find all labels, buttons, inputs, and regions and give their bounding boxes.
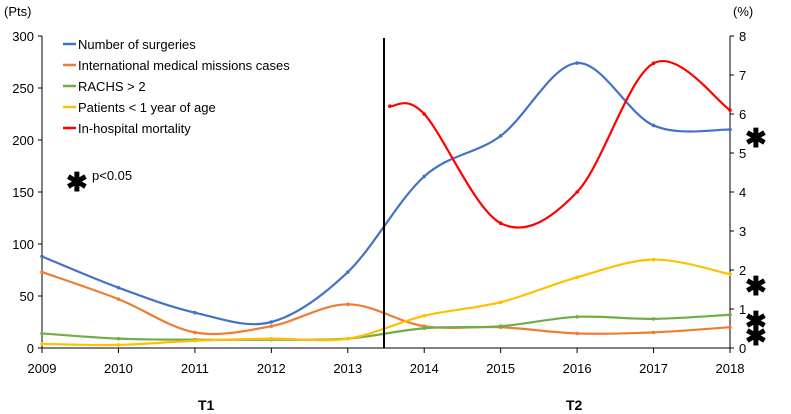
data-point-patients-1-year-of-age — [40, 342, 44, 346]
series-line-international-medical-missions-cases — [41, 271, 731, 336]
data-point-number-of-surgeries — [575, 61, 579, 65]
data-point-in-hospital-mortality — [728, 108, 732, 112]
left-tick-label: 0 — [27, 341, 34, 356]
legend-label: Patients < 1 year of age — [78, 100, 216, 115]
data-point-international-medical-missions-cases — [345, 302, 350, 307]
series-line-number-of-surgeries — [41, 61, 731, 326]
data-point-number-of-surgeries — [728, 127, 732, 132]
right-tick-label: 6 — [739, 107, 746, 122]
period-label-t2: T2 — [566, 397, 583, 413]
right-tick-label: 2 — [739, 263, 746, 278]
x-tick-label: 2018 — [716, 361, 745, 376]
x-tick-label: 2009 — [28, 361, 57, 376]
data-point-number-of-surgeries — [651, 123, 656, 128]
left-axis-ticks: 0 50 100 150 200 250 300 — [12, 29, 42, 356]
data-point-patients-1-year-of-age — [116, 343, 121, 347]
data-point-in-hospital-mortality — [422, 112, 427, 116]
significance-star: ✱ — [745, 271, 767, 301]
left-tick-label: 100 — [12, 237, 34, 252]
data-point-rachs-2 — [498, 324, 503, 328]
legend-label: Number of surgeries — [78, 37, 196, 52]
data-point-rachs-2 — [651, 317, 656, 321]
data-point-patients-1-year-of-age — [345, 336, 350, 341]
data-point-rachs-2 — [116, 336, 121, 341]
legend-label: International medical missions cases — [78, 58, 290, 73]
left-tick-label: 200 — [12, 133, 34, 148]
significance-note-star: ✱ — [66, 167, 88, 197]
significance-markers: ✱✱✱✱ — [745, 123, 767, 351]
left-tick-label: 300 — [12, 29, 34, 44]
data-point-patients-1-year-of-age — [728, 272, 732, 276]
data-point-rachs-2 — [575, 315, 579, 319]
data-point-in-hospital-mortality — [575, 190, 579, 194]
period-label-t1: T1 — [198, 397, 215, 413]
significance-note: p<0.05 — [92, 168, 132, 183]
left-axis-unit: (Pts) — [4, 4, 31, 19]
right-tick-label: 1 — [739, 302, 746, 317]
data-point-rachs-2 — [422, 326, 427, 331]
right-tick-label: 7 — [739, 68, 746, 83]
right-tick-label: 0 — [739, 341, 746, 356]
x-tick-label: 2012 — [257, 361, 286, 376]
data-point-number-of-surgeries — [269, 320, 274, 324]
data-point-in-hospital-mortality — [498, 221, 503, 225]
left-tick-label: 250 — [12, 81, 34, 96]
right-tick-label: 8 — [739, 29, 746, 44]
data-point-patients-1-year-of-age — [575, 275, 579, 280]
x-tick-label: 2016 — [563, 361, 592, 376]
data-point-international-medical-missions-cases — [269, 324, 274, 328]
significance-star: ✱ — [745, 306, 767, 336]
data-point-international-medical-missions-cases — [728, 325, 732, 330]
data-point-international-medical-missions-cases — [193, 330, 197, 335]
series-lines — [40, 60, 732, 347]
left-tick-label: 50 — [20, 289, 34, 304]
data-point-patients-1-year-of-age — [422, 313, 427, 318]
right-tick-label: 3 — [739, 224, 746, 239]
data-point-patients-1-year-of-age — [651, 257, 656, 262]
significance-star: ✱ — [745, 321, 767, 351]
legend-label: RACHS > 2 — [78, 79, 146, 94]
data-point-international-medical-missions-cases — [651, 330, 656, 335]
data-point-number-of-surgeries — [422, 174, 427, 179]
x-tick-label: 2011 — [181, 361, 209, 376]
data-point-rachs-2 — [728, 312, 732, 317]
data-point-in-hospital-mortality — [388, 104, 392, 108]
data-point-international-medical-missions-cases — [40, 270, 44, 274]
data-point-patients-1-year-of-age — [193, 338, 197, 343]
right-tick-label: 4 — [739, 185, 746, 200]
significance-star: ✱ — [745, 123, 767, 153]
data-point-number-of-surgeries — [40, 254, 44, 259]
data-point-number-of-surgeries — [193, 310, 197, 315]
data-point-number-of-surgeries — [116, 285, 121, 290]
left-tick-label: 150 — [12, 185, 34, 200]
x-tick-label: 2017 — [639, 361, 668, 376]
legend: Number of surgeries International medical… — [63, 37, 290, 136]
right-axis-unit: (%) — [733, 4, 753, 19]
data-point-international-medical-missions-cases — [575, 331, 579, 336]
legend-label: In-hospital mortality — [78, 121, 191, 136]
series-line-patients-1-year-of-age — [41, 258, 731, 347]
right-axis-ticks: 0 1 2 3 4 5 6 7 8 — [730, 29, 746, 356]
data-point-patients-1-year-of-age — [269, 336, 274, 341]
data-point-number-of-surgeries — [345, 270, 350, 274]
data-point-patients-1-year-of-age — [498, 300, 503, 305]
right-tick-label: 5 — [739, 146, 746, 161]
x-tick-label: 2010 — [104, 361, 133, 376]
data-point-in-hospital-mortality — [651, 61, 656, 66]
x-axis-ticks: 2009 2010 2011 2012 2013 2014 2015 2016 2017 2018 — [28, 348, 745, 376]
series-line-rachs-2 — [41, 313, 731, 341]
data-point-number-of-surgeries — [498, 134, 503, 138]
x-tick-label: 2014 — [410, 361, 439, 376]
x-tick-label: 2015 — [486, 361, 515, 376]
data-point-rachs-2 — [40, 331, 44, 336]
x-tick-label: 2013 — [333, 361, 362, 376]
series-line-in-hospital-mortality — [389, 60, 731, 229]
data-point-international-medical-missions-cases — [116, 297, 121, 301]
